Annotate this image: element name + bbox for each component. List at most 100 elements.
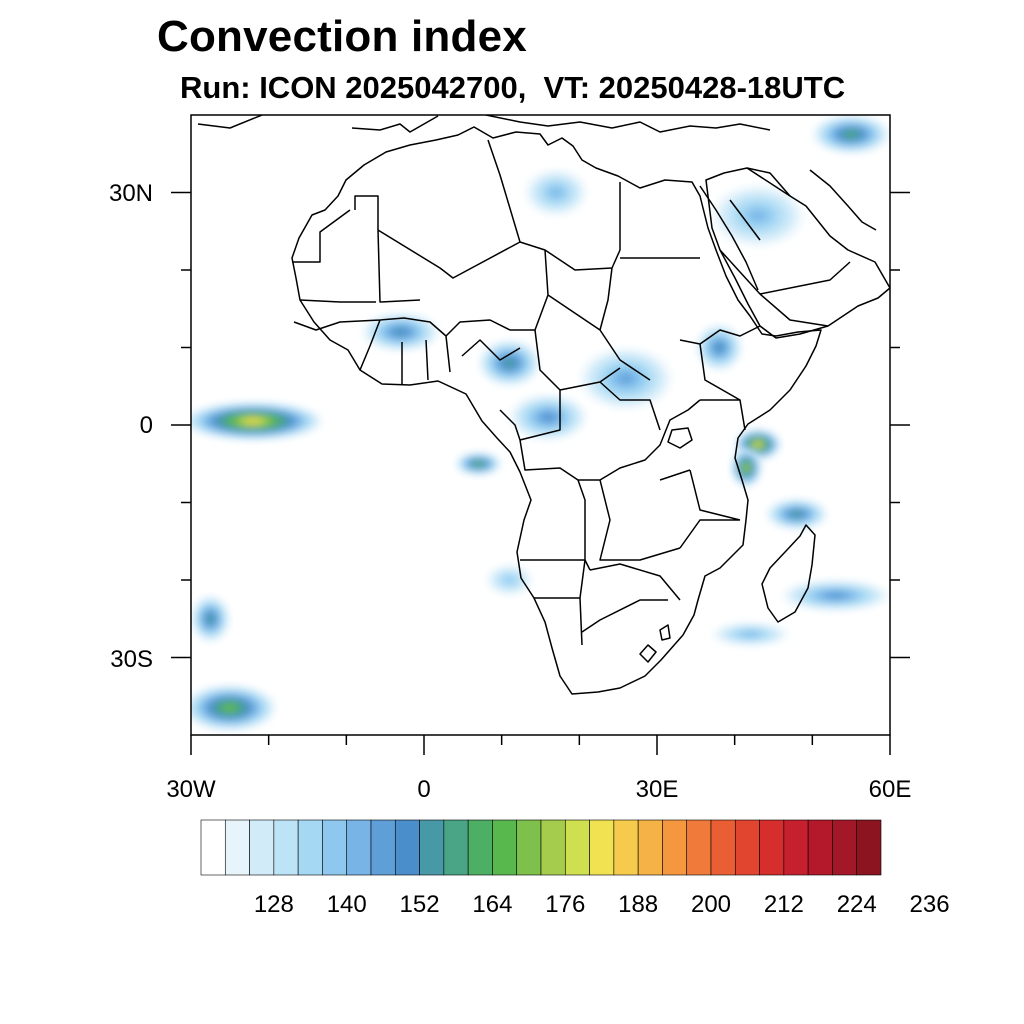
colorbar-box — [249, 819, 275, 876]
convection-cell — [455, 452, 502, 476]
lon-label-30e: 30E — [636, 776, 679, 803]
convection-cell — [509, 394, 588, 441]
colorbar-box — [370, 819, 396, 876]
convection-cell — [361, 312, 440, 352]
convection-contour — [550, 188, 562, 197]
lake-victoria — [667, 427, 693, 449]
country-borders-south — [534, 559, 681, 663]
convection-cell — [191, 401, 324, 441]
colorbar-box — [564, 819, 590, 876]
colorbar-box — [734, 819, 760, 876]
convection-cell — [781, 580, 890, 611]
convection-contour — [847, 132, 855, 137]
colorbar-box — [856, 819, 882, 876]
colorbar-box — [759, 819, 785, 876]
colorbar-box — [807, 819, 833, 876]
colorbar-box — [467, 819, 493, 876]
convection-cell — [711, 622, 790, 646]
country-borders-central — [499, 329, 701, 571]
colorbar-tick-label: 140 — [327, 891, 367, 918]
country-borders-north — [292, 139, 700, 381]
convection-contour — [504, 576, 515, 584]
convection-cell — [730, 448, 762, 487]
colorbar-box — [589, 819, 615, 876]
convection-cell — [478, 339, 541, 387]
country-borders-east — [659, 325, 761, 549]
country-borders-west — [293, 317, 535, 385]
colorbar-box — [710, 819, 736, 876]
convection-contour — [750, 210, 766, 221]
colorbar-box — [783, 819, 809, 876]
convection-contour — [755, 442, 760, 447]
colorbar-box — [492, 819, 518, 876]
convection-cell — [191, 595, 230, 642]
convection-contour — [396, 329, 406, 335]
colorbar-box — [322, 819, 348, 876]
lon-label-30w: 30W — [166, 776, 216, 803]
colorbar-box — [200, 819, 226, 876]
colorbar-box — [443, 819, 469, 876]
red-sea-coast — [699, 185, 759, 291]
colorbar-box — [613, 819, 639, 876]
lat-label-0: 0 — [140, 412, 153, 439]
convection-contour — [208, 616, 213, 622]
convection-cell — [711, 184, 805, 247]
convection-cell — [486, 564, 533, 596]
colorbar-box — [394, 819, 420, 876]
convection-contour — [743, 632, 757, 637]
convection-contour — [619, 374, 633, 383]
convection-contour — [249, 419, 258, 424]
colorbar-box — [224, 819, 250, 876]
coastlines-and-borders — [197, 115, 890, 695]
convection-cell — [524, 169, 588, 216]
chart-title: Convection index — [157, 12, 527, 61]
longitude-labels: 30W 0 30E 60E — [166, 776, 911, 803]
convection-contour — [506, 360, 513, 366]
colorbar-box — [297, 819, 323, 876]
colorbar-tick-label: 152 — [400, 891, 440, 918]
latitude-labels: 30N 0 30S — [109, 180, 153, 673]
lat-label-30s: 30S — [110, 646, 153, 673]
colorbar-tick-label: 188 — [618, 891, 658, 918]
colorbar-tick-label: 212 — [764, 891, 804, 918]
convection-cell — [812, 115, 890, 154]
convection-contour — [793, 512, 800, 517]
convection-cell — [765, 498, 828, 530]
convection-contour — [226, 705, 234, 710]
convection-contour — [476, 461, 481, 466]
chart-subtitle: Run: ICON 2025042700, VT: 20250428-18UTC — [180, 70, 846, 105]
lon-label-60e: 60E — [869, 776, 912, 803]
colorbar-box — [540, 819, 566, 876]
colorbar-tick-label: 200 — [691, 891, 731, 918]
lon-label-0: 0 — [417, 776, 430, 803]
colorbar-box — [516, 819, 542, 876]
convection-contour — [716, 344, 722, 351]
colorbar — [200, 819, 882, 876]
map-ticks — [171, 191, 910, 755]
colorbar-tick-label: 176 — [545, 891, 585, 918]
convection-contour — [543, 414, 554, 421]
colorbar-box — [346, 819, 372, 876]
convection-contour — [744, 465, 749, 470]
colorbar-box — [273, 819, 299, 876]
convection-cell — [191, 684, 277, 732]
colorbar-box — [832, 819, 858, 876]
persian-gulf — [809, 169, 877, 231]
colorbar-tick-label: 164 — [472, 891, 512, 918]
colorbar-box — [637, 819, 663, 876]
colorbar-box — [686, 819, 712, 876]
arabia-coastline — [705, 167, 890, 339]
colorbar-box — [662, 819, 688, 876]
lat-label-30n: 30N — [109, 180, 153, 207]
colorbar-tick-label: 224 — [837, 891, 877, 918]
colorbar-box — [419, 819, 445, 876]
convection-field — [191, 115, 890, 732]
colorbar-tick-label: 236 — [910, 891, 950, 918]
colorbar-tick-label: 128 — [254, 891, 294, 918]
arabia-borders — [719, 167, 851, 327]
madagascar-coastline — [761, 524, 816, 623]
africa-coastline — [291, 126, 822, 695]
mediterranean-north — [197, 115, 771, 133]
convection-contour — [828, 593, 843, 598]
